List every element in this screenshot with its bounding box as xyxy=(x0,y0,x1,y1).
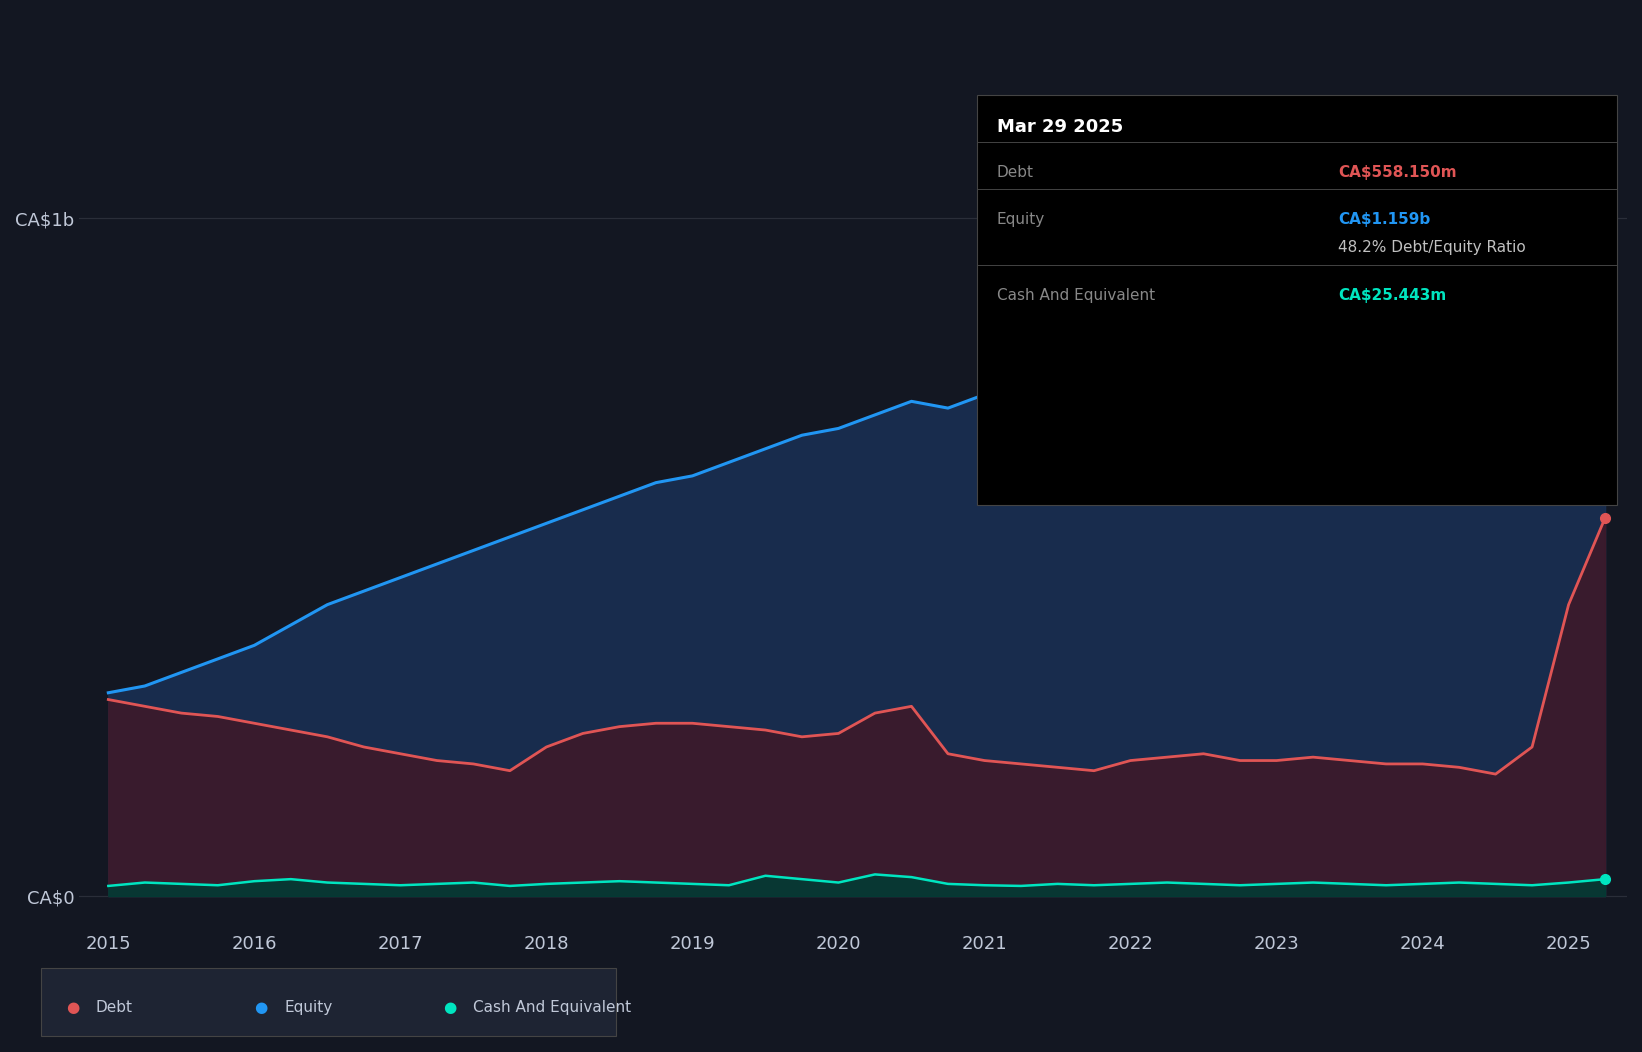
Text: CA$558.150m: CA$558.150m xyxy=(1338,165,1456,180)
Text: Equity: Equity xyxy=(284,1000,332,1015)
Text: Cash And Equivalent: Cash And Equivalent xyxy=(473,1000,631,1015)
Text: 48.2% Debt/Equity Ratio: 48.2% Debt/Equity Ratio xyxy=(1338,241,1525,256)
Text: Equity: Equity xyxy=(997,213,1044,227)
Text: Mar 29 2025: Mar 29 2025 xyxy=(997,118,1123,136)
Text: CA$25.443m: CA$25.443m xyxy=(1338,288,1447,303)
Text: ●: ● xyxy=(66,1000,79,1015)
Text: Debt: Debt xyxy=(997,165,1034,180)
Text: Debt: Debt xyxy=(95,1000,133,1015)
Text: Cash And Equivalent: Cash And Equivalent xyxy=(997,288,1154,303)
Text: ●: ● xyxy=(255,1000,268,1015)
Text: CA$1.159b: CA$1.159b xyxy=(1338,213,1430,227)
Text: ●: ● xyxy=(443,1000,456,1015)
